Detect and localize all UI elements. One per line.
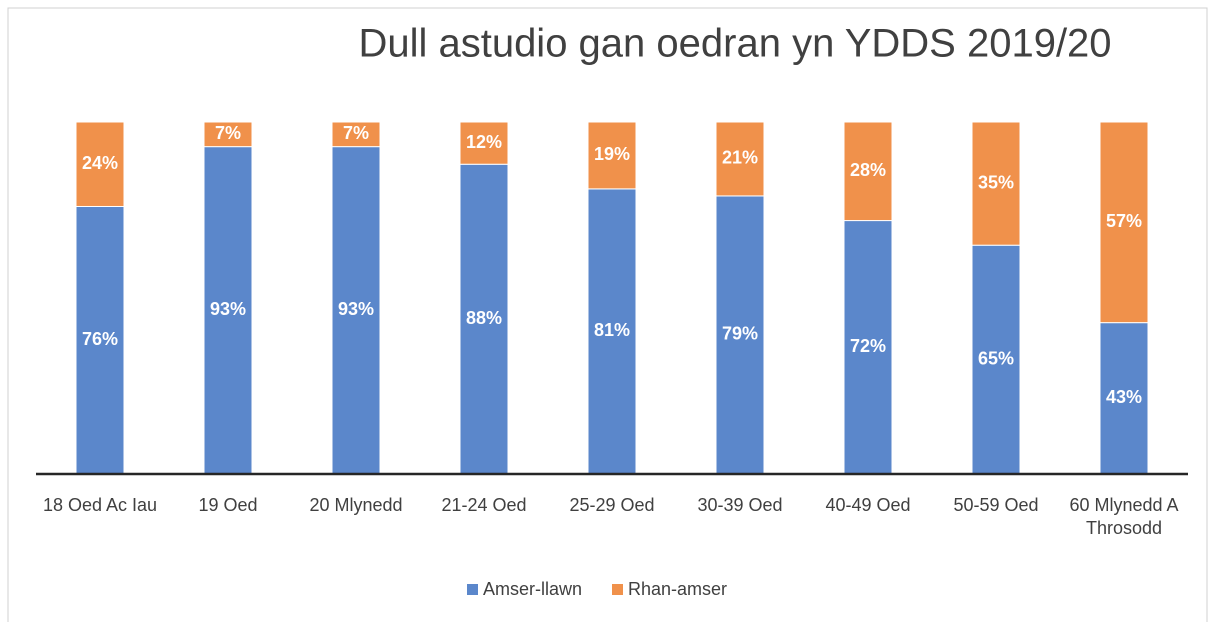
chart-border (7, 7, 1208, 622)
data-label: 88% (466, 308, 502, 328)
x-tick-label: 19 Oed (198, 495, 258, 515)
legend-label: Rhan-amser (628, 579, 727, 599)
bar-segment (971, 121, 1021, 246)
chart-title: Dull astudio gan oedran yn YDDS 2019/20 (358, 22, 1111, 66)
data-label: 12% (466, 132, 502, 152)
bar-segment (587, 121, 637, 190)
data-label: 19% (594, 144, 630, 164)
data-label: 28% (850, 160, 886, 180)
data-label: 93% (210, 299, 246, 319)
data-label: 7% (343, 123, 369, 143)
x-tick-label: 50-59 Oed (953, 495, 1039, 515)
x-tick-label: 25-29 Oed (569, 495, 655, 515)
data-label: 93% (338, 299, 374, 319)
bar-segment (971, 244, 1021, 475)
bar-segment (331, 121, 381, 148)
bar-segment (203, 121, 253, 148)
data-label: 57% (1106, 211, 1142, 231)
x-tick-label: 60 Mlynedd A Throsodd (1069, 495, 1179, 538)
x-tick-label: 40-49 Oed (825, 495, 911, 515)
x-tick-label: 18 Oed Ac Iau (42, 495, 158, 515)
data-label: 35% (978, 172, 1014, 192)
bar-segment (715, 195, 765, 475)
bar-segment (459, 121, 509, 165)
data-label: 65% (978, 348, 1014, 368)
data-label: 7% (215, 123, 241, 143)
bar-segment (587, 188, 637, 475)
legend-label: Amser-llawn (483, 579, 582, 599)
bar-segment (331, 146, 381, 475)
data-label: 72% (850, 336, 886, 356)
data-label: 21% (722, 148, 758, 168)
data-label: 76% (82, 329, 118, 349)
x-tick-label: 30-39 Oed (697, 495, 783, 515)
x-tick-label: 20 Mlynedd (309, 495, 403, 515)
bar-segment (459, 163, 509, 475)
bar-segment (75, 121, 125, 207)
bar-segment (1099, 121, 1149, 324)
legend-swatch (612, 584, 623, 595)
legend-swatch (467, 584, 478, 595)
data-label: 81% (594, 320, 630, 340)
bar-segment (843, 121, 893, 222)
data-label: 24% (82, 153, 118, 173)
bar-segment (715, 121, 765, 197)
data-label: 79% (722, 324, 758, 344)
data-label: 43% (1106, 387, 1142, 407)
x-tick-label: 21-24 Oed (441, 495, 527, 515)
bar-segment (843, 220, 893, 475)
